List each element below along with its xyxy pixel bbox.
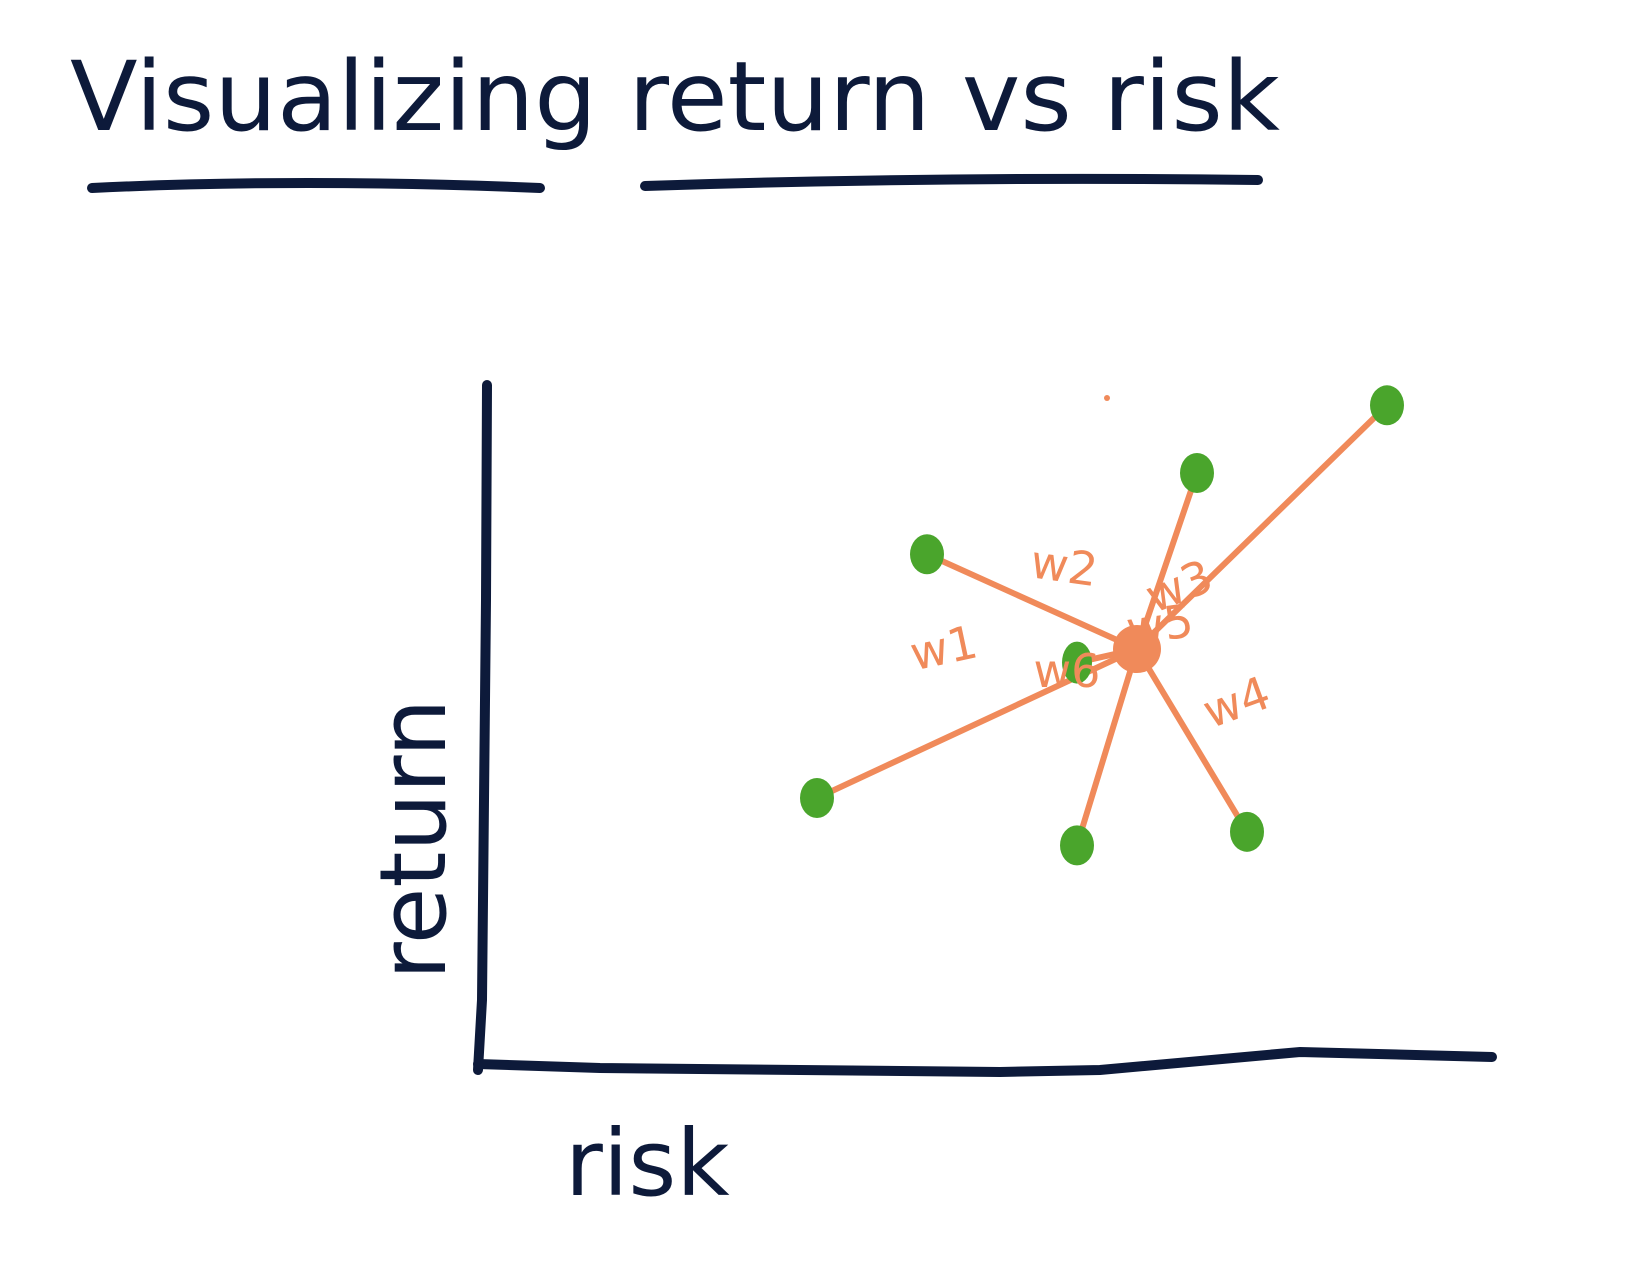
y-axis <box>473 380 492 1075</box>
weight-label-w2: w2 <box>1027 534 1101 597</box>
asset-point-w3 <box>1180 453 1214 494</box>
x-axis <box>473 1046 1497 1078</box>
asset-points <box>800 385 1404 866</box>
y-axis-label: return <box>360 699 467 980</box>
asset-point-w5 <box>1230 811 1264 852</box>
asset-point-w2 <box>910 534 944 575</box>
title-underline-right <box>640 173 1263 191</box>
connector-line-w3 <box>1134 470 1200 653</box>
asset-point-w4 <box>1370 385 1404 426</box>
extra-asset-point-1 <box>1062 641 1092 684</box>
portfolio-point-group <box>1113 625 1161 674</box>
connector-line-w5 <box>1134 646 1250 835</box>
portfolio-point <box>1113 625 1161 674</box>
connector-line-w2 <box>924 551 1140 653</box>
asset-point-w1 <box>800 777 834 818</box>
x-axis-label: risk <box>565 1110 730 1217</box>
connector-line-w4 <box>1134 402 1390 653</box>
weight-label-w6: w6 <box>1034 644 1101 698</box>
chart-title: Visualizing return vs risk <box>70 41 1280 153</box>
stray-dot <box>1104 395 1110 401</box>
asset-point-w6 <box>1060 825 1094 866</box>
connector-line-w6 <box>1074 646 1140 849</box>
title-underline-left <box>87 178 545 193</box>
